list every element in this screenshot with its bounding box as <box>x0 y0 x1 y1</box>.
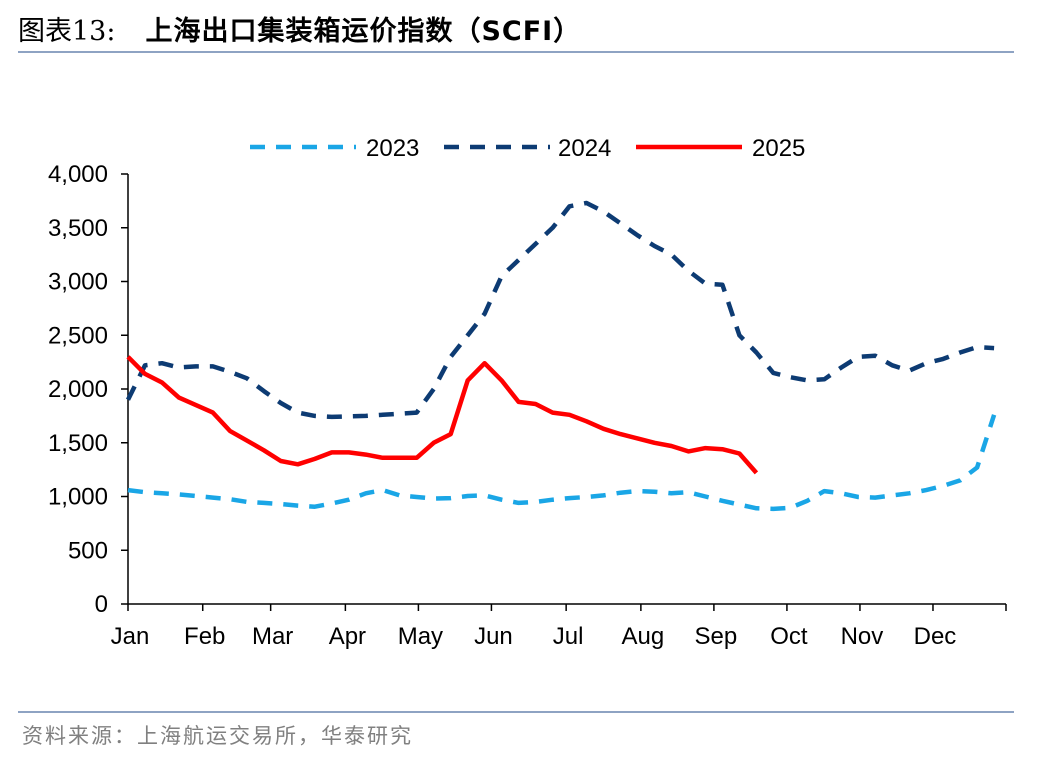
x-tick-label: Jul <box>553 623 584 650</box>
legend: 2023 2024 2025 <box>250 135 805 162</box>
x-tick-label: Feb <box>184 623 225 650</box>
scfi-line-chart: 2023 2024 2025 0 500 1,000 1,500 2,000 2,500 3,0… <box>48 135 1007 650</box>
x-tick-label: May <box>398 623 443 650</box>
bottom-rule <box>18 711 1014 713</box>
legend-label-2023: 2023 <box>366 135 419 162</box>
top-rule <box>18 51 1014 53</box>
series-line-2024 <box>125 200 995 420</box>
legend-label-2025: 2025 <box>752 135 805 162</box>
x-tick-label: Mar <box>252 623 293 650</box>
y-tick-label: 500 <box>68 537 108 564</box>
y-tick-label: 2,000 <box>48 376 108 403</box>
y-tick-label: 1,000 <box>48 484 108 511</box>
x-tick-label: Nov <box>841 623 884 650</box>
legend-label-2024: 2024 <box>558 135 611 162</box>
title-row: 图表13: 上海出口集装箱运价指数（SCFI） <box>18 6 581 50</box>
axes: 0 500 1,000 1,500 2,000 2,500 3,000 3,500 4,000 J… <box>48 161 1007 650</box>
y-tick-label: 3,000 <box>48 269 108 296</box>
y-tick-label: 2,500 <box>48 322 108 349</box>
source-note: 资料来源：上海航运交易所，华泰研究 <box>22 724 413 748</box>
y-tick-label: 1,500 <box>48 430 108 457</box>
series-lines <box>125 200 997 512</box>
x-tick-label: Aug <box>622 623 665 650</box>
x-tick-label: Dec <box>914 623 957 650</box>
y-tick-label: 0 <box>95 591 108 618</box>
y-tick-label: 3,500 <box>48 215 108 242</box>
figure-label: 图表13: <box>18 15 116 47</box>
x-tick-label: Apr <box>329 623 366 650</box>
x-tick-label: Sep <box>695 623 738 650</box>
series-line-2025 <box>126 355 759 475</box>
x-tick-label: Oct <box>770 623 808 650</box>
x-tick-label: Jan <box>111 623 150 650</box>
chart-title: 上海出口集装箱运价指数（SCFI） <box>145 15 582 47</box>
y-tick-label: 4,000 <box>48 161 108 188</box>
series-line-2023 <box>127 414 997 512</box>
x-tick-label: Jun <box>474 623 513 650</box>
